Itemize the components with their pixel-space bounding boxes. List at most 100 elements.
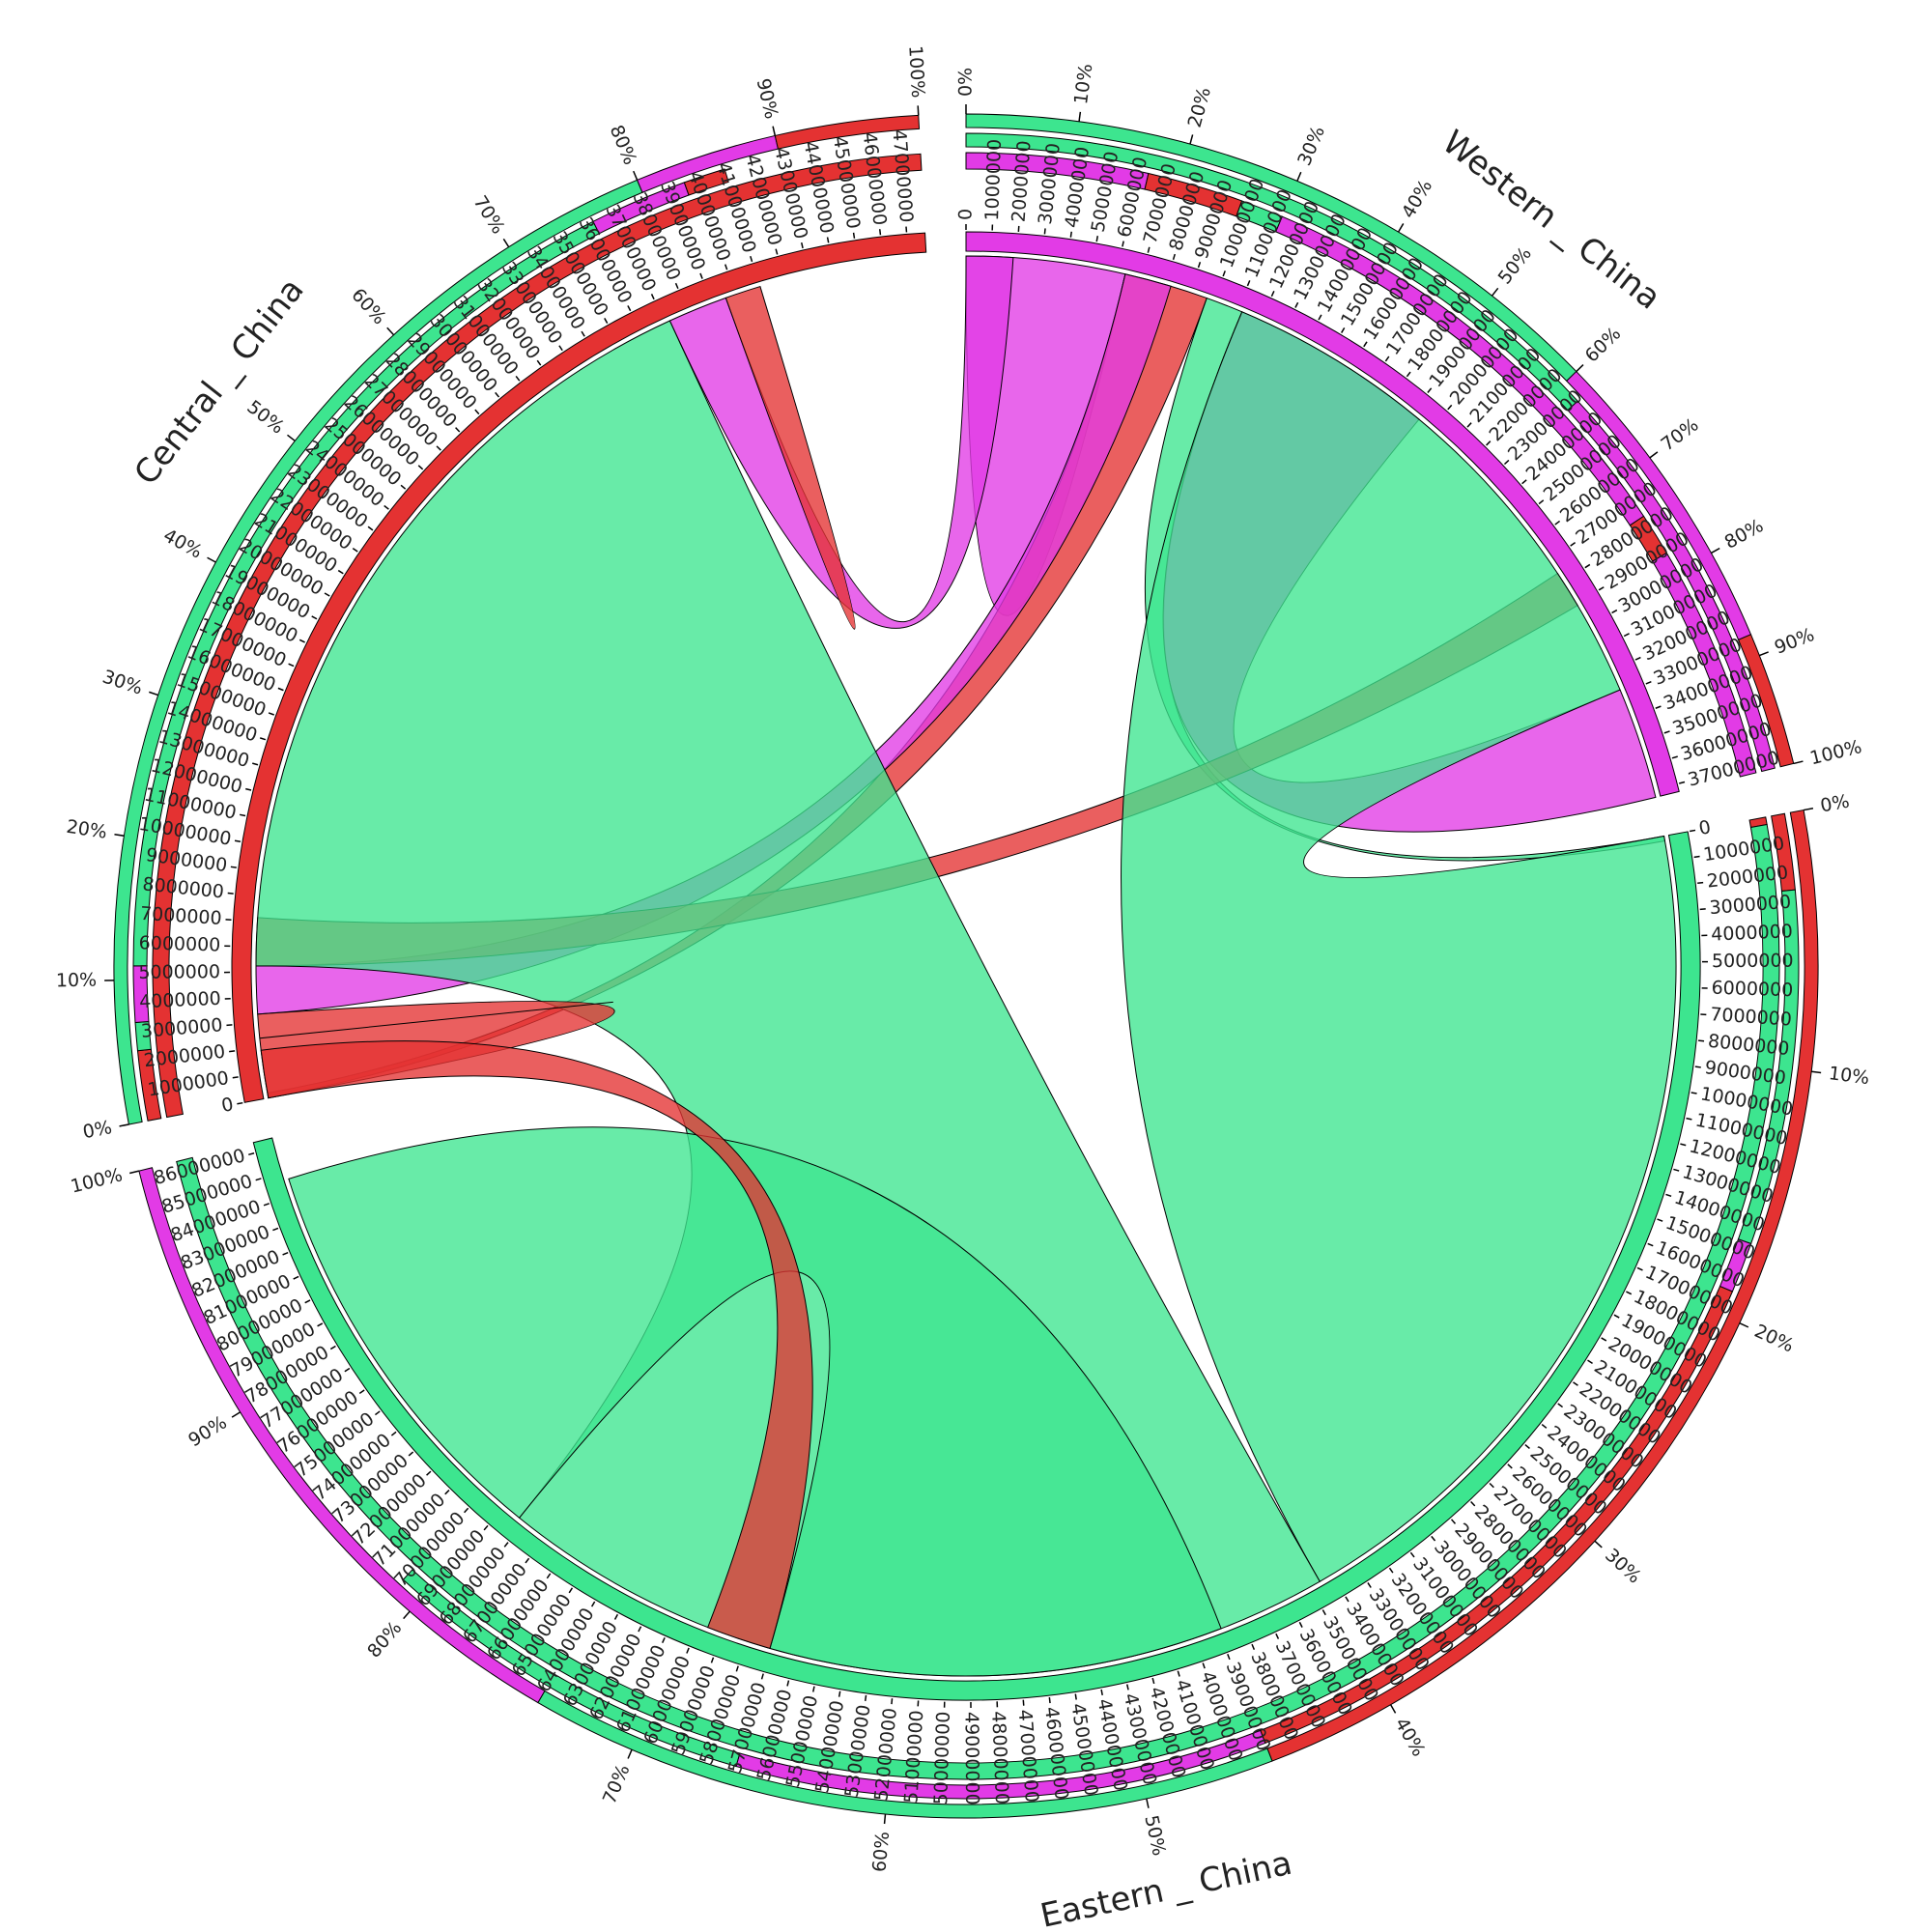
pct-tick-western-china [1296,171,1302,182]
value-tick-western-china [1222,270,1226,277]
pct-tick-eastern-china [1803,808,1814,811]
value-tick-eastern-china [1202,1662,1206,1669]
value-tick-western-china [1122,241,1124,247]
value-tick-label-central-china: 5000000 [138,961,220,983]
pct-tick-label-western-china: 50% [1494,243,1536,289]
value-tick-eastern-china [590,1601,596,1607]
pct-tick-label-central-china: 100% [904,45,928,99]
pct-tick-eastern-china [403,1610,411,1620]
value-tick-central-china [417,465,424,470]
pct-tick-eastern-china [883,1813,887,1825]
value-tick-eastern-china [1450,1519,1457,1524]
pct-tick-label-western-china: 20% [1184,85,1215,130]
origin-ring-central-china-0 [152,153,923,1119]
pct-tick-western-china [1491,287,1499,297]
value-tick-western-china [1246,280,1251,287]
pct-tick-central-china [149,691,159,696]
value-tick-western-china [1554,520,1561,526]
value-tick-eastern-china [1587,1359,1593,1364]
pct-tick-central-china [633,170,639,181]
target-ring-central-china-5 [683,168,729,196]
value-tick-central-china [384,504,389,510]
pct-tick-label-central-china: 50% [242,396,288,438]
value-tick-eastern-china [1251,1643,1256,1650]
pct-tick-eastern-china [1811,1070,1822,1074]
pct-tick-label-eastern-china: 70% [599,1761,635,1806]
pct-tick-eastern-china [128,1170,140,1175]
pct-tick-label-central-china: 20% [65,816,108,843]
pct-tick-eastern-china [231,1411,241,1418]
value-tick-central-china [237,1101,243,1105]
value-tick-label-eastern-china: 48000000 [987,1711,1012,1805]
pct-tick-eastern-china [1146,1798,1150,1808]
pct-tick-label-eastern-china: 90% [185,1411,231,1451]
value-tick-central-china [750,255,753,263]
chord-ribbons [255,255,1677,1677]
value-tick-label-central-china: 4000000 [139,988,222,1013]
target-ring-eastern-china-5 [402,1569,741,1768]
value-tick-western-china [1427,387,1433,393]
value-tick-eastern-china [568,1587,574,1594]
value-tick-eastern-china [1680,1143,1687,1147]
value-tick-central-china [352,548,358,553]
value-tick-central-china [436,445,441,451]
pct-tick-western-china [1711,547,1720,554]
value-tick-label-central-china: 7000000 [139,903,222,929]
value-tick-eastern-china [1048,1697,1051,1704]
value-tick-western-china [1634,656,1641,661]
value-tick-label-eastern-china: 9000000 [1703,1057,1787,1089]
value-tick-eastern-china [525,1557,530,1564]
value-tick-eastern-china [1431,1535,1436,1542]
share-ring-western-china-2 [1737,634,1795,768]
value-tick-eastern-china [1626,1291,1633,1295]
value-tick-western-china [1486,440,1492,446]
value-tick-label-eastern-china: 2000000 [1706,862,1790,892]
value-tick-label-central-china: 47000000 [888,128,917,223]
pct-tick-label-western-china: 100% [1807,736,1863,769]
pct-tick-western-china [1576,364,1584,373]
pct-tick-central-china [772,126,777,136]
value-tick-central-china [234,839,242,842]
value-tick-label-western-china: 1000000 [981,139,1006,221]
value-tick-eastern-china [1686,1117,1692,1121]
value-tick-eastern-china [1541,1423,1548,1429]
value-tick-central-china [581,330,585,337]
value-tick-western-china [1503,459,1510,466]
value-tick-western-china [1069,231,1072,238]
value-tick-eastern-china [1673,1168,1680,1172]
pct-tick-western-china [1189,134,1194,145]
value-tick-eastern-china [1298,1621,1303,1628]
value-tick-eastern-china [1507,1463,1513,1469]
value-tick-western-china [1538,499,1545,505]
pct-tick-label-eastern-china: 100% [69,1164,125,1197]
value-tick-eastern-china [293,1275,299,1280]
value-tick-eastern-china [1177,1670,1180,1677]
value-tick-eastern-china [661,1636,666,1644]
value-tick-western-china [1655,705,1662,709]
value-tick-label-eastern-china: 4000000 [1711,921,1793,945]
value-tick-central-china [558,345,563,352]
pct-tick-eastern-china [1739,1321,1749,1328]
value-tick-eastern-china [1689,829,1696,833]
pct-tick-eastern-china [627,1749,633,1759]
value-tick-eastern-china [546,1573,552,1579]
value-tick-eastern-china [1275,1633,1280,1639]
pct-tick-western-china [1078,111,1082,122]
pct-tick-label-eastern-china: 30% [1601,1545,1645,1588]
value-tick-central-china [324,592,330,597]
sector-name-eastern-china: Eastern _ China [1037,1844,1295,1932]
pct-tick-label-central-china: 60% [347,284,390,328]
value-tick-eastern-china [1388,1567,1394,1574]
value-tick-western-china [1147,246,1151,253]
pct-tick-western-china [1793,760,1804,765]
pct-tick-central-china [386,327,395,336]
value-tick-eastern-china [317,1322,324,1327]
value-tick-central-china [604,317,609,324]
value-tick-label-central-china: 1000000 [146,1067,230,1101]
value-tick-central-china [674,282,679,290]
pct-tick-label-eastern-china: 50% [1140,1813,1169,1858]
pct-tick-label-central-china: 10% [56,970,98,992]
value-tick-eastern-china [1345,1596,1350,1603]
value-tick-central-china [515,375,521,382]
